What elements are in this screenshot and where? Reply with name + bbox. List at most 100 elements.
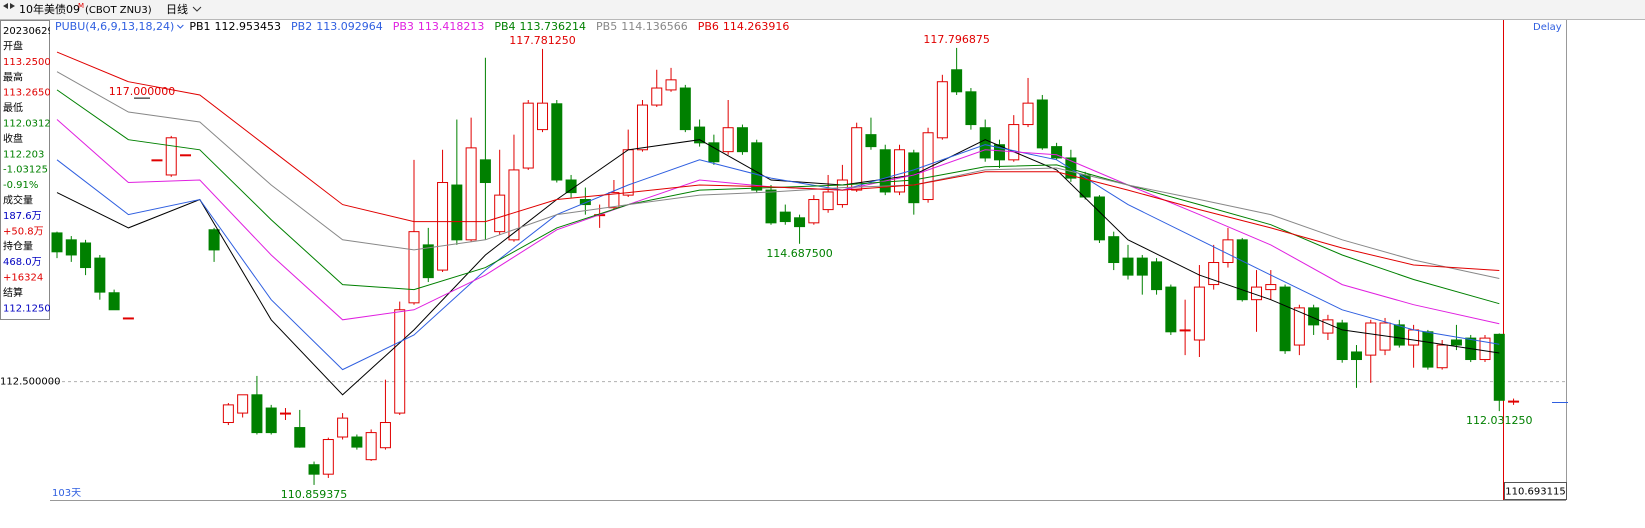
candle-body [1222,239,1234,264]
candle-body [908,152,920,204]
indicator-line [56,144,1500,371]
candle-body [1151,261,1163,291]
candle-body [337,417,349,438]
candle-body [1179,329,1191,332]
price-annotation: 117.000000 [109,85,175,98]
indicator-line [56,71,1500,279]
candle-body [794,217,806,228]
candle-body [208,229,220,251]
period[interactable]: 日线 [166,2,188,16]
candle-body [979,127,991,159]
candle-body [1308,307,1320,326]
candle-body [1208,262,1220,286]
info-line: +50.8万 [3,226,44,237]
indicator-line [56,139,1500,396]
candle-body [1493,333,1505,401]
legend-name: PB1 [189,20,210,33]
period-chevron[interactable] [192,6,202,12]
candle-body [294,427,306,448]
info-line: 成交量 [3,194,33,207]
legend-entry: PB6 114.263916 [698,20,790,33]
plot-area: 112.500000 117.781250 117.796875 117.000000… [0,33,1566,501]
info-line: 持仓量 [3,240,33,253]
candle-body [537,102,549,131]
instrument-code: (CBOT ZNU3) [85,5,152,16]
price-annotation: 112.031250 [1466,414,1532,427]
candle-body [1093,196,1105,241]
legend-entry: PB4 113.736214 [494,20,586,33]
info-panel-box [0,20,50,320]
switch-icon[interactable] [3,3,15,9]
info-line: 开盘 [3,40,23,53]
candle-body [579,199,591,206]
candle-body [237,394,249,414]
candle-body [365,432,377,461]
candle-body [765,189,777,224]
candle-body [1051,146,1063,159]
info-line: 468.0万 [3,257,42,268]
legend-entry: PB5 114.136566 [596,20,688,33]
legend-value: 114.136566 [621,20,687,33]
info-line: 112.0312 [3,119,51,130]
y-tick-label: 112.500000 [0,377,60,388]
candle-body [636,104,648,151]
candle-body [779,211,791,223]
candle-body [479,159,491,184]
info-line: 最高 [3,70,23,83]
instrument-title: 10年美债09 [19,2,80,16]
info-panel: 20230629 开盘 113.2500 最高 113.2650 最低 112.0312 收… [0,20,54,320]
candle-body [936,81,948,139]
candle-body [108,292,120,311]
candle-body [1122,257,1134,276]
legend-entry: PB1 112.953453 [189,20,281,33]
candle-body [508,169,520,241]
candle-body [851,127,863,191]
candle-body [965,91,977,126]
price-annotation: 110.859375 [281,488,347,501]
candle-body [565,179,577,194]
candle-body [708,142,720,163]
indicator-name: PUBU(4,6,9,13,18,24) [55,20,174,33]
candle-body [165,137,177,176]
legend-name: PB6 [698,20,719,33]
indicator-line [56,51,1500,271]
info-line: 最低 [3,101,23,114]
candle-body [1436,344,1448,369]
info-line: 收盘 [3,132,23,145]
candle-body [665,79,677,91]
candle-body [1422,331,1434,368]
candle-body [394,309,406,414]
price-annotation: 117.781250 [509,34,575,47]
legend-value: 113.418213 [418,20,484,33]
legend-value: 113.092964 [316,20,382,33]
candle-body [651,87,663,106]
info-line: 113.2500 [3,57,51,68]
candle-body [1408,329,1420,346]
candle-body [51,232,63,253]
day-count: 103天 [52,488,81,499]
candle-body [1165,286,1177,333]
candle-body [94,257,106,293]
candle-body [322,439,334,475]
cursor-price-box [1504,482,1567,500]
candle-body [379,422,391,449]
legend-entry: PB2 113.092964 [291,20,383,33]
candle-body [722,127,734,153]
candle-body [993,144,1005,161]
candle-body [822,191,834,211]
candle-body [1193,286,1205,341]
candle-body [1136,257,1148,276]
candle-body [879,149,891,193]
candle-body [408,231,420,304]
candle-body [308,464,320,475]
candle-body [679,87,691,131]
info-date: 20230629 [3,26,54,37]
candle-body [1022,102,1034,126]
info-line: 187.6万 [3,211,42,222]
price-annotation: 117.796875 [923,33,989,46]
info-line: +16324 [3,273,43,284]
price-annotation: 114.687500 [766,247,832,260]
